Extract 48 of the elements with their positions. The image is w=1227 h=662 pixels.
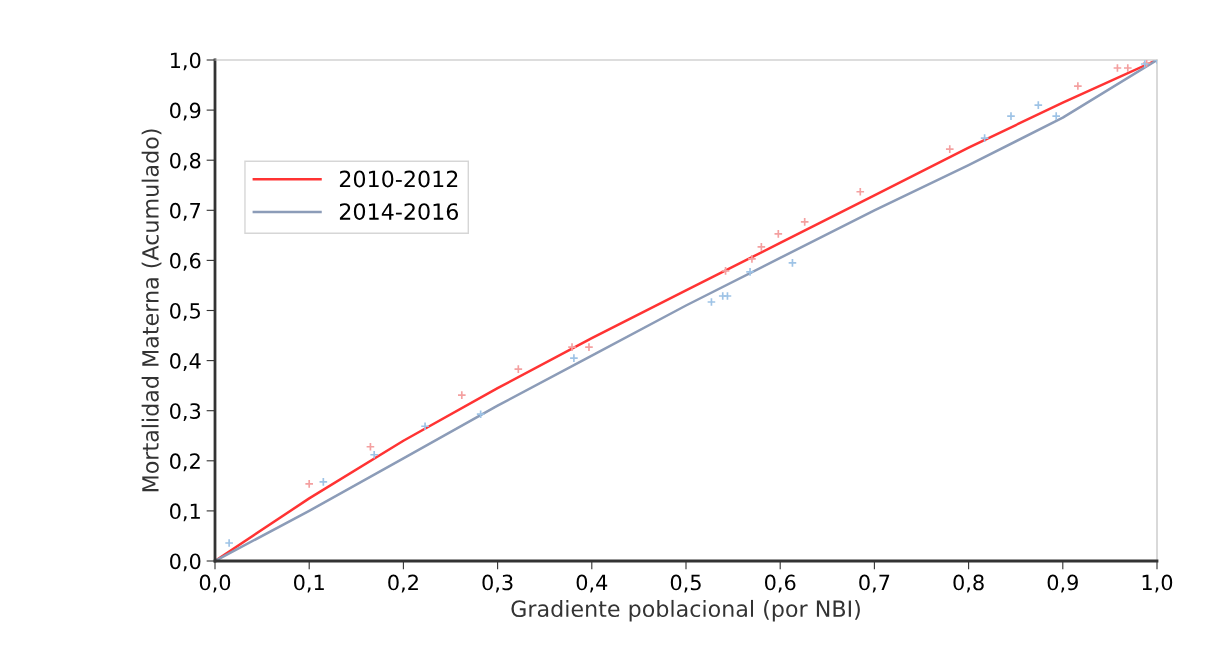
x-tick-label: 0,8 [953, 574, 984, 593]
y-tick-label: 0,7 [170, 202, 201, 221]
x-tick-label: 0,2 [388, 574, 418, 593]
point [513, 364, 523, 374]
x-axis-title: Gradiente poblacional (por NBI) [511, 599, 860, 622]
point [747, 254, 757, 264]
x-tick-label: 0,6 [765, 574, 796, 593]
x-tick-label: 0,3 [482, 574, 513, 593]
y-tick-label: 0,8 [170, 152, 201, 171]
y-tick-label: 1,0 [170, 52, 201, 71]
y-axis-title: Mortalidad Materna (Acumulado) [141, 129, 162, 492]
point [584, 342, 594, 352]
point [224, 538, 234, 548]
line-series [215, 60, 1157, 561]
point [745, 267, 755, 277]
point [945, 144, 955, 154]
y-tick-label: 0,0 [170, 553, 201, 572]
x-tick-label: 0,1 [294, 574, 324, 593]
x-tick-label: 0,0 [199, 574, 231, 593]
point [773, 229, 783, 239]
legend-label: 2010-2012 [339, 170, 458, 188]
point [457, 390, 467, 400]
point [569, 353, 579, 363]
y-tick-label: 0,1 [170, 503, 200, 522]
x-tick-label: 0,5 [670, 574, 701, 593]
point [318, 477, 328, 487]
point [1006, 111, 1016, 121]
x-tick-label: 0,9 [1047, 574, 1078, 593]
x-tick-label: 0,4 [576, 574, 608, 593]
point [800, 217, 810, 227]
point [420, 421, 430, 431]
point [369, 450, 379, 460]
point [1123, 63, 1133, 73]
x-tick-label: 1,0 [1142, 574, 1173, 593]
y-tick-label: 0,4 [170, 353, 201, 371]
point [855, 187, 865, 197]
y-tick-label: 0,3 [170, 403, 201, 422]
x-tick-label: 0,7 [859, 574, 890, 593]
point [567, 342, 577, 352]
y-tick-label: 0,9 [170, 102, 201, 121]
legend-label: 2014-2016 [339, 203, 459, 220]
y-tick-label: 0,6 [170, 252, 201, 271]
point [1051, 111, 1061, 121]
y-tick-label: 0,2 [170, 453, 200, 472]
point [1033, 100, 1043, 110]
y-tick-label: 0,5 [170, 302, 200, 321]
point [304, 479, 314, 489]
point [1073, 81, 1083, 91]
